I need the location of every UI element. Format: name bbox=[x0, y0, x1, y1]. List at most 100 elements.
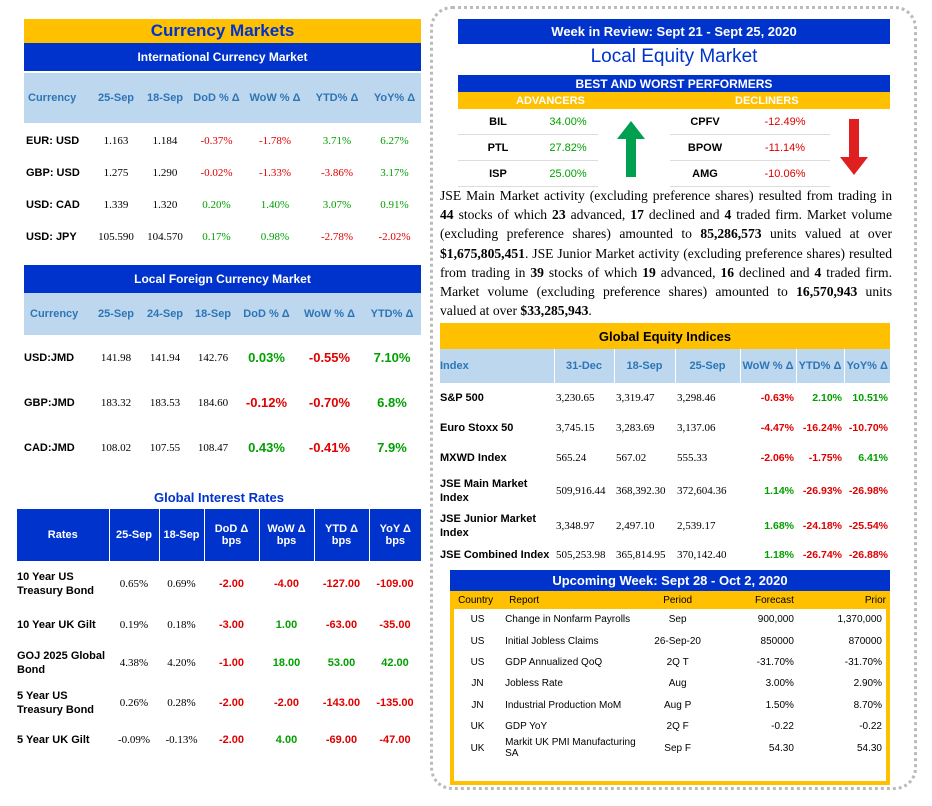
upcoming-cell: 1.50% bbox=[765, 699, 794, 711]
rates-value-cell: -0.09% bbox=[117, 734, 151, 746]
upcoming-cell: JN bbox=[471, 678, 484, 690]
decliner-ticker: AMG bbox=[692, 167, 718, 180]
index-value-cell: 10.51% bbox=[852, 392, 888, 404]
index-value-cell: -1.75% bbox=[808, 452, 842, 464]
down-arrow-icon bbox=[840, 119, 868, 175]
index-value-cell: 1.14% bbox=[764, 485, 794, 497]
intl-currency-table: Currency 25-Sep 18-Sep DoD % Δ WoW % Δ Y… bbox=[24, 73, 421, 253]
intl-header-cell: 25-Sep bbox=[97, 92, 135, 104]
index-name-cell: JSE Junior Market Index bbox=[440, 513, 536, 539]
rates-name-cell: 5 Year US Treasury Bond bbox=[17, 690, 95, 716]
rates-header-cell: 25-Sep bbox=[108, 509, 159, 561]
para-bold: 16,570,943 bbox=[796, 284, 858, 300]
para-text: declined and bbox=[734, 264, 815, 280]
upcoming-cell: 2.90% bbox=[853, 678, 882, 690]
intl-value-cell: -0.37% bbox=[200, 135, 233, 147]
rates-name-cell: 10 Year UK Gilt bbox=[17, 619, 96, 631]
rates-header-cell: YoY Δ bps bbox=[368, 509, 421, 561]
index-row: JSE Combined Index 505,253.98 365,814.95 37… bbox=[440, 543, 890, 567]
decliner-change: -12.49% bbox=[764, 115, 806, 128]
rates-row: 5 Year UK Gilt -0.09% -0.13% -2.00 4.00 -69.0… bbox=[17, 723, 421, 757]
upcoming-row: UK Markit UK PMI Manufacturing SA Sep F 54.… bbox=[454, 737, 886, 759]
rates-value-cell: -2.00 bbox=[273, 697, 300, 709]
index-value-cell: 2,539.17 bbox=[677, 520, 716, 532]
fx-value-cell: 7.9% bbox=[377, 440, 407, 455]
decliner-change: -10.06% bbox=[764, 167, 806, 180]
advancer-row: BIL 34.00% bbox=[458, 109, 598, 135]
intl-header-cell: YTD% Δ bbox=[315, 92, 359, 104]
indices-header-cell: WoW % Δ bbox=[740, 349, 797, 383]
upcoming-cell: -0.22 bbox=[771, 721, 794, 733]
index-value-cell: 555.33 bbox=[677, 452, 708, 464]
index-name-cell: JSE Main Market Index bbox=[440, 478, 528, 504]
rates-header-cell: DoD Δ bps bbox=[203, 509, 259, 561]
index-value-cell: 368,392.30 bbox=[616, 485, 666, 497]
intl-row: GBP: USD 1.275 1.290 -0.02% -1.33% -3.86% 3.17… bbox=[24, 157, 421, 189]
intl-value-cell: 1.163 bbox=[103, 135, 129, 147]
index-name-cell: JSE Combined Index bbox=[440, 549, 550, 561]
rates-value-cell: -1.00 bbox=[218, 657, 245, 669]
intl-value-cell: 6.27% bbox=[380, 135, 409, 147]
para-bold: 44 bbox=[440, 207, 454, 223]
intl-value-cell: 0.20% bbox=[202, 199, 231, 211]
upcoming-cell: -31.70% bbox=[844, 656, 882, 668]
intl-value-cell: 104.570 bbox=[147, 231, 183, 243]
advancers-label: ADVANCERS bbox=[516, 95, 585, 107]
upcoming-cell: US bbox=[470, 635, 485, 647]
advancer-ticker: PTL bbox=[487, 141, 509, 154]
upcoming-header-row: Country Report Period Forecast Prior bbox=[450, 591, 890, 609]
para-text: units valued at over bbox=[761, 226, 892, 242]
rates-value-cell: -135.00 bbox=[376, 697, 414, 709]
index-value-cell: -10.70% bbox=[848, 422, 888, 434]
advancer-row: PTL 27.82% bbox=[458, 135, 598, 161]
index-row: MXWD Index 565.24 567.02 555.33 -2.06% -1.75%… bbox=[440, 443, 890, 473]
fx-value-cell: -0.70% bbox=[308, 395, 351, 410]
intl-currency-title: International Currency Market bbox=[24, 43, 421, 71]
rates-value-cell: -2.00 bbox=[218, 697, 245, 709]
rates-value-cell: -4.00 bbox=[273, 578, 300, 590]
rates-value-cell: 1.00 bbox=[275, 619, 298, 631]
upcoming-cell: Sep bbox=[668, 614, 687, 626]
intl-header-row: Currency 25-Sep 18-Sep DoD % Δ WoW % Δ Y… bbox=[24, 73, 421, 123]
para-text: . JSE Junior Market activity (excluding … bbox=[440, 245, 892, 280]
upcoming-row: JN Industrial Production MoM Aug P 1.50% 8.7… bbox=[454, 695, 886, 716]
decliner-row: BPOW -11.14% bbox=[670, 135, 830, 161]
fx-value-cell: -0.41% bbox=[308, 440, 351, 455]
fx-currency-cell: CAD:JMD bbox=[24, 441, 75, 454]
index-value-cell: -26.88% bbox=[848, 549, 888, 561]
indices-header-cell: Index bbox=[440, 349, 555, 383]
rates-row: 10 Year US Treasury Bond 0.65% 0.69% -2.00 -… bbox=[17, 561, 421, 607]
upcoming-cell: 900,000 bbox=[757, 614, 794, 626]
intl-value-cell: -2.78% bbox=[320, 231, 354, 243]
intl-value-cell: 1.339 bbox=[103, 199, 129, 211]
intl-header-cell: Currency bbox=[28, 92, 77, 104]
rates-value-cell: 4.38% bbox=[119, 657, 149, 669]
fx-value-cell: 108.02 bbox=[100, 441, 132, 454]
index-name-cell: MXWD Index bbox=[440, 452, 507, 464]
intl-value-cell: 105.590 bbox=[98, 231, 134, 243]
upcoming-cell: 2Q F bbox=[666, 721, 689, 733]
upcoming-header-cell: Forecast bbox=[754, 594, 794, 606]
index-value-cell: -0.63% bbox=[760, 392, 794, 404]
indices-header-cell: 25-Sep bbox=[675, 349, 741, 383]
rates-value-cell: 42.00 bbox=[381, 657, 409, 669]
intl-value-cell: -1.78% bbox=[258, 135, 292, 147]
rates-name-cell: GOJ 2025 Global Bond bbox=[17, 650, 106, 676]
fx-value-cell: 142.76 bbox=[197, 351, 229, 364]
local-fx-header-row: Currency 25-Sep 24-Sep 18-Sep DoD % Δ Wo… bbox=[24, 293, 421, 335]
para-text: traded firm. Market volume (excluding pr… bbox=[440, 207, 892, 242]
index-value-cell: -2.06% bbox=[760, 452, 794, 464]
para-bold: 4 bbox=[814, 264, 822, 280]
advancer-change: 25.00% bbox=[549, 167, 587, 180]
upcoming-cell: Sep F bbox=[664, 742, 691, 754]
advancer-ticker: BIL bbox=[489, 115, 507, 128]
upcoming-cell: 1,370,000 bbox=[837, 614, 883, 626]
upcoming-cell: -0.22 bbox=[859, 721, 882, 733]
rates-value-cell: 4.00 bbox=[275, 734, 298, 746]
index-value-cell: -26.93% bbox=[802, 485, 842, 497]
upcoming-cell: 2Q T bbox=[666, 656, 689, 668]
upcoming-row: JN Jobless Rate Aug 3.00% 2.90% bbox=[454, 673, 886, 694]
index-name-cell: S&P 500 bbox=[440, 392, 484, 404]
upcoming-header-cell: Prior bbox=[864, 594, 886, 606]
indices-header-cell: 18-Sep bbox=[614, 349, 676, 383]
